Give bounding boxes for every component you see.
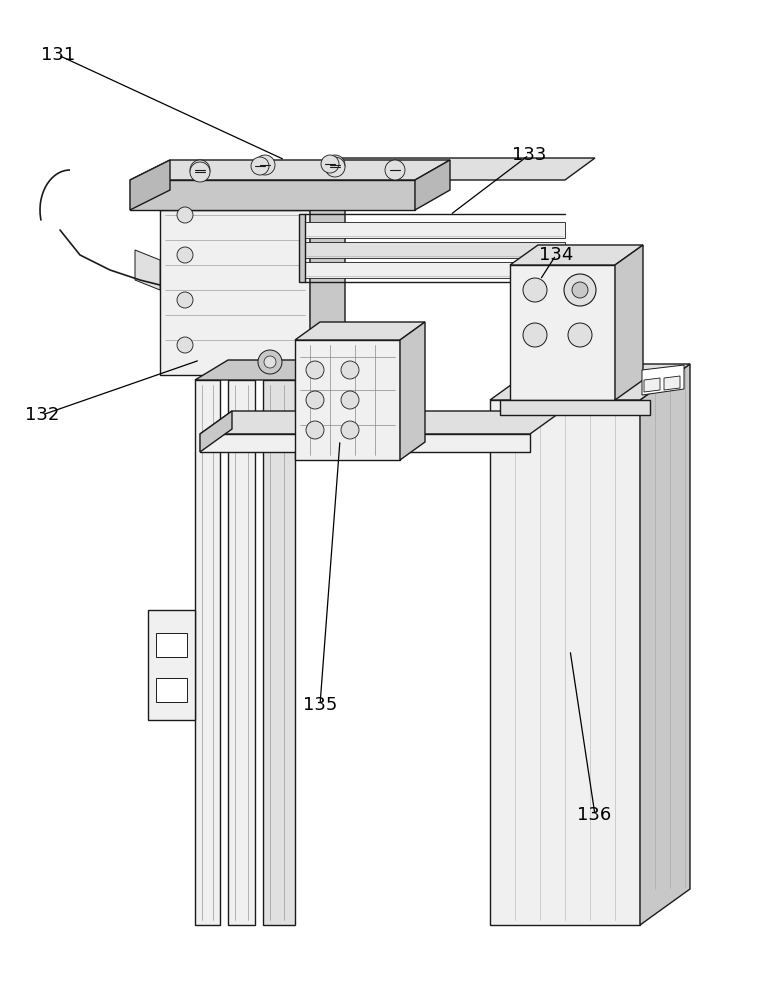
Polygon shape bbox=[644, 378, 660, 392]
Polygon shape bbox=[295, 340, 400, 460]
Circle shape bbox=[190, 160, 210, 180]
Circle shape bbox=[264, 356, 276, 368]
Polygon shape bbox=[130, 180, 415, 210]
Circle shape bbox=[321, 155, 339, 173]
Polygon shape bbox=[305, 262, 565, 278]
Text: 131: 131 bbox=[41, 46, 75, 64]
Circle shape bbox=[568, 323, 592, 347]
Text: 134: 134 bbox=[539, 246, 573, 264]
Polygon shape bbox=[310, 185, 345, 375]
Circle shape bbox=[177, 247, 193, 263]
Polygon shape bbox=[228, 380, 255, 925]
Polygon shape bbox=[263, 380, 295, 925]
Circle shape bbox=[341, 391, 359, 409]
Bar bbox=[156, 678, 187, 702]
Circle shape bbox=[523, 278, 547, 302]
Circle shape bbox=[177, 337, 193, 353]
Circle shape bbox=[568, 278, 592, 302]
Polygon shape bbox=[664, 376, 680, 390]
Circle shape bbox=[341, 361, 359, 379]
Polygon shape bbox=[500, 400, 650, 415]
Circle shape bbox=[258, 350, 282, 374]
Bar bbox=[156, 633, 187, 657]
Circle shape bbox=[251, 157, 269, 175]
Circle shape bbox=[177, 207, 193, 223]
Polygon shape bbox=[299, 214, 305, 282]
Polygon shape bbox=[510, 265, 615, 400]
Circle shape bbox=[564, 274, 596, 306]
Polygon shape bbox=[148, 610, 195, 720]
Polygon shape bbox=[200, 411, 232, 452]
Polygon shape bbox=[130, 160, 450, 180]
Polygon shape bbox=[490, 364, 690, 400]
Circle shape bbox=[306, 361, 324, 379]
Circle shape bbox=[190, 162, 210, 182]
Polygon shape bbox=[305, 222, 565, 238]
Polygon shape bbox=[305, 158, 595, 180]
Polygon shape bbox=[400, 322, 425, 460]
Circle shape bbox=[325, 157, 345, 177]
Text: 133: 133 bbox=[512, 146, 546, 164]
Circle shape bbox=[572, 282, 588, 298]
Polygon shape bbox=[640, 364, 690, 925]
Polygon shape bbox=[510, 245, 643, 265]
Text: 132: 132 bbox=[25, 406, 59, 424]
Polygon shape bbox=[195, 380, 220, 925]
Text: 136: 136 bbox=[577, 806, 611, 824]
Polygon shape bbox=[130, 160, 170, 210]
Polygon shape bbox=[415, 160, 450, 210]
Polygon shape bbox=[135, 250, 160, 290]
Circle shape bbox=[341, 421, 359, 439]
Polygon shape bbox=[195, 360, 330, 380]
Polygon shape bbox=[295, 322, 425, 340]
Circle shape bbox=[255, 155, 275, 175]
Circle shape bbox=[523, 323, 547, 347]
Text: 135: 135 bbox=[303, 696, 337, 714]
Circle shape bbox=[325, 155, 345, 175]
Circle shape bbox=[306, 421, 324, 439]
Circle shape bbox=[385, 160, 405, 180]
Polygon shape bbox=[160, 210, 310, 375]
Polygon shape bbox=[200, 434, 530, 452]
Polygon shape bbox=[615, 245, 643, 400]
Polygon shape bbox=[642, 365, 684, 395]
Polygon shape bbox=[305, 242, 565, 258]
Circle shape bbox=[306, 391, 324, 409]
Polygon shape bbox=[200, 411, 562, 434]
Polygon shape bbox=[160, 185, 345, 210]
Polygon shape bbox=[490, 400, 640, 925]
Circle shape bbox=[177, 292, 193, 308]
